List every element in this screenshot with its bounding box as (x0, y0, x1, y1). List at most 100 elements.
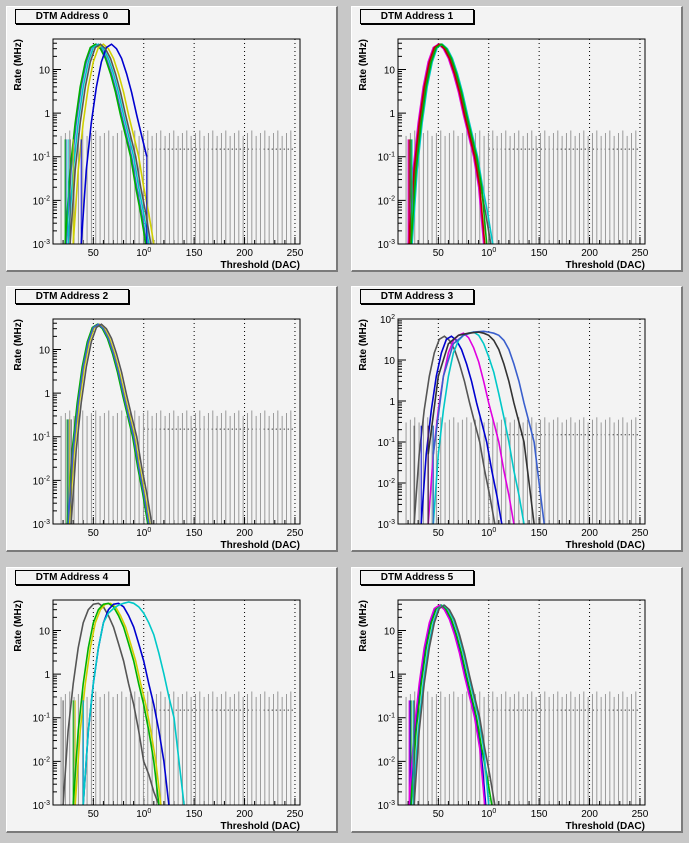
series-line (74, 602, 162, 806)
y-tick-label: 10-2 (33, 475, 50, 487)
x-tick-label: 250 (632, 248, 649, 259)
x-axis-label: Threshold (DAC) (221, 821, 300, 832)
series-line (407, 43, 485, 245)
x-tick-label: 150 (531, 248, 548, 259)
x-tick-label: 100 (481, 527, 496, 539)
y-tick-label: 10 (39, 65, 51, 76)
series-line (411, 43, 494, 245)
y-tick-label: 1 (44, 670, 50, 681)
plot-frame (52, 599, 301, 806)
x-tick-label: 150 (186, 528, 203, 539)
y-tick-label: 10 (39, 626, 51, 637)
series-line (420, 335, 503, 525)
series-line (72, 602, 160, 806)
x-tick-label: 200 (236, 528, 253, 539)
series-line (69, 43, 152, 245)
y-tick-label: 1 (44, 109, 50, 120)
x-tick-label: 200 (236, 809, 253, 820)
series-line (67, 323, 150, 525)
chart-svg: 50 100 150 200 250 10 1 10-1 10-2 10-3 Threshold (… (13, 318, 304, 551)
series-line (82, 601, 185, 806)
chart-svg: 50 100 150 200 250 10 1 10-1 10-2 10-3 Threshold (… (13, 599, 304, 832)
series-line (408, 43, 486, 245)
x-axis-label: Threshold (DAC) (566, 540, 645, 551)
chart-title: DTM Address 5 (360, 570, 474, 585)
y-tick-label: 10-1 (378, 152, 395, 164)
series-line (72, 43, 155, 245)
series-line (62, 602, 160, 806)
plot-area (398, 39, 645, 244)
y-tick-label: 102 (380, 314, 395, 326)
x-tick-label: 250 (632, 528, 649, 539)
x-tick-label: 150 (531, 528, 548, 539)
y-tick-label: 1 (389, 397, 395, 408)
y-tick-label: 1 (389, 109, 395, 120)
x-tick-label: 250 (287, 248, 304, 259)
series-line (432, 331, 525, 525)
chart-svg: 50 100 150 200 250 10 1 10-1 10-2 10-3 Threshold (… (358, 599, 649, 832)
y-tick-label: 10-2 (33, 756, 50, 768)
y-tick-label: 10-3 (378, 800, 395, 812)
plot-area (398, 319, 645, 524)
x-tick-label: 250 (632, 809, 649, 820)
x-tick-label: 50 (433, 809, 445, 820)
y-tick-label: 1 (389, 670, 395, 681)
x-tick-label: 200 (236, 248, 253, 259)
x-axis-label: Threshold (DAC) (221, 540, 300, 551)
plot-frame (397, 318, 646, 525)
chart-svg: 50 100 150 200 250 10 1 10-1 10-2 10-3 Threshold (… (13, 38, 304, 271)
y-tick-label: 10-1 (33, 432, 50, 444)
y-tick-label: 1 (44, 389, 50, 400)
x-tick-label: 50 (433, 248, 445, 259)
chart-pad: 50 100 150 200 250 10 1 10-1 10-2 10-3 Threshold (… (6, 286, 338, 552)
x-tick-label: 250 (287, 809, 304, 820)
series-line (65, 43, 148, 245)
y-tick-label: 10-3 (33, 800, 50, 812)
series-line (427, 331, 535, 525)
chart-pad: 50 100 150 200 250 102 10 1 10-1 10-2 10-3 Threshol… (351, 286, 683, 552)
x-tick-label: 100 (136, 808, 151, 820)
plot-area (398, 600, 645, 805)
chart-pad: 50 100 150 200 250 10 1 10-1 10-2 10-3 Threshold (… (351, 567, 683, 833)
y-tick-label: 10 (384, 626, 396, 637)
series-line (432, 330, 545, 525)
series-line (68, 323, 151, 525)
y-tick-label: 10-2 (378, 195, 395, 207)
y-tick-label: 10 (384, 356, 396, 367)
x-axis-label: Threshold (DAC) (566, 821, 645, 832)
x-tick-label: 100 (481, 247, 496, 259)
series-line (412, 604, 490, 806)
x-axis-label: Threshold (DAC) (566, 260, 645, 271)
series-line (410, 43, 488, 245)
chart-title: DTM Address 2 (15, 289, 129, 304)
y-axis-label: Rate (MHz) (358, 600, 369, 652)
x-tick-label: 150 (186, 248, 203, 259)
y-axis-label: Rate (MHz) (358, 39, 369, 91)
y-tick-label: 10-3 (378, 239, 395, 251)
chart-title: DTM Address 1 (360, 9, 474, 24)
series-line (70, 323, 153, 525)
chart-svg: 50 100 150 200 250 10 1 10-1 10-2 10-3 Threshold (… (358, 38, 649, 271)
series-line (64, 43, 147, 245)
plot-area (53, 319, 300, 524)
x-tick-label: 100 (481, 808, 496, 820)
series-line (67, 43, 150, 245)
y-tick-label: 10-2 (378, 478, 395, 490)
y-axis-label: Rate (MHz) (13, 39, 24, 91)
chart-pad: 50 100 150 200 250 10 1 10-1 10-2 10-3 Threshold (… (351, 6, 683, 272)
plot-area (53, 600, 300, 805)
plot-frame (397, 599, 646, 806)
x-axis-label: Threshold (DAC) (221, 260, 300, 271)
plot-frame (397, 38, 646, 245)
series-line (66, 323, 149, 525)
chart-title: DTM Address 0 (15, 9, 129, 24)
y-tick-label: 10-1 (33, 713, 50, 725)
x-tick-label: 200 (581, 248, 598, 259)
y-tick-label: 10-3 (33, 239, 50, 251)
x-tick-label: 50 (88, 809, 100, 820)
series-line (409, 604, 487, 806)
x-tick-label: 150 (186, 809, 203, 820)
y-axis-label: Rate (MHz) (13, 319, 24, 371)
y-axis-label: Rate (MHz) (13, 600, 24, 652)
